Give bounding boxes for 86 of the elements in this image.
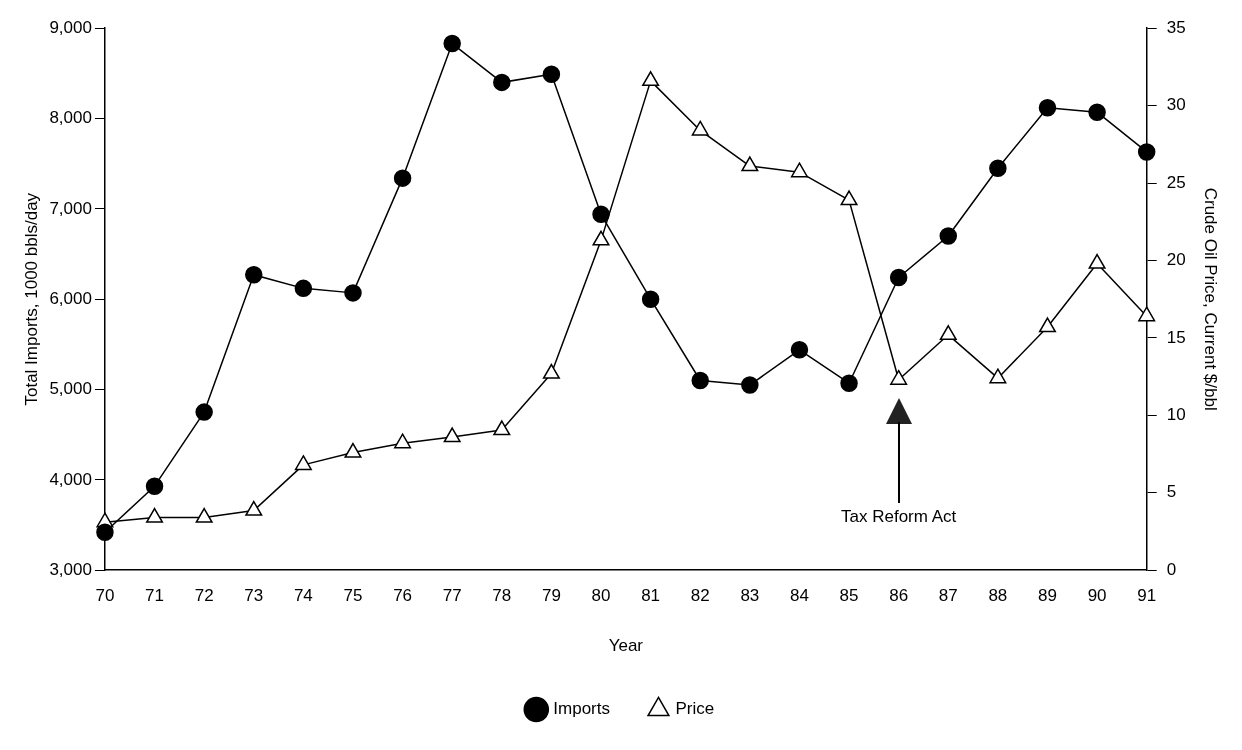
point [394, 433, 412, 449]
x-tick-label: 70 [95, 586, 115, 606]
point [691, 120, 709, 136]
x-tick-label: 84 [789, 586, 809, 606]
point [939, 325, 957, 341]
point [642, 71, 660, 87]
point [195, 507, 213, 523]
x-tick-label: 88 [988, 586, 1008, 606]
y2-tick-label: 35 [1166, 17, 1186, 37]
point [939, 227, 958, 245]
point [840, 190, 858, 206]
x-tick-label: 90 [1087, 586, 1107, 606]
point [1088, 253, 1106, 269]
x-tick-label: 78 [492, 586, 512, 606]
point [393, 169, 412, 187]
y-tick-label: 4,000 [49, 469, 92, 489]
x-tick-label: 71 [145, 586, 165, 606]
x-tick-label: 74 [293, 586, 313, 606]
point [344, 442, 362, 458]
y2-tick-label: 30 [1166, 95, 1186, 115]
y-axis-title: Total Imports, 1000 bbls/day [21, 192, 41, 406]
annotation: Tax Reform Act [841, 506, 957, 526]
point [1137, 143, 1156, 161]
point [989, 159, 1007, 177]
point [1138, 306, 1156, 322]
point [493, 73, 511, 92]
point [1088, 103, 1106, 121]
y-tick-label: 9,000 [49, 17, 92, 37]
x-tick-label: 77 [442, 586, 462, 606]
x-tick-label: 82 [690, 586, 710, 606]
y2-tick-label: 15 [1166, 327, 1186, 347]
point [542, 65, 561, 84]
y-tick-label: 7,000 [49, 198, 92, 218]
point [1038, 317, 1057, 333]
point [790, 341, 809, 359]
x-tick-label: 87 [938, 586, 958, 606]
x-tick-label: 73 [244, 586, 264, 606]
x-tick-label: 85 [839, 586, 859, 606]
x-tick-label: 91 [1137, 586, 1157, 606]
point [989, 368, 1007, 384]
point [245, 500, 263, 516]
point [741, 156, 759, 172]
point [96, 523, 114, 542]
point [294, 279, 313, 298]
y-tick-label: 5,000 [49, 379, 92, 399]
point [790, 162, 808, 178]
y2-tick-label: 20 [1166, 250, 1186, 270]
y2-tick-label: 5 [1166, 482, 1177, 502]
point [889, 268, 908, 287]
x-tick-label: 79 [541, 586, 561, 606]
y2-axis-title: Crude Oil Price, Current $/bbl [1201, 187, 1221, 411]
point [890, 369, 908, 385]
point [145, 477, 164, 495]
point [592, 230, 610, 246]
point [344, 284, 362, 302]
y-tick-label: 3,000 [49, 559, 92, 579]
legend-label: Price [675, 699, 715, 719]
legend-label: Imports [553, 699, 610, 719]
y-tick-label: 6,000 [49, 288, 92, 308]
point [840, 374, 858, 392]
x-tick-label: 72 [194, 586, 214, 606]
point [443, 427, 461, 443]
y2-tick-label: 25 [1166, 172, 1186, 192]
point [542, 363, 560, 379]
point [146, 507, 164, 523]
point [294, 455, 312, 471]
y-tick-label: 8,000 [49, 108, 92, 128]
point [691, 371, 709, 390]
point [1038, 98, 1057, 117]
y2-tick-label: 10 [1166, 405, 1186, 425]
x-tick-label: 83 [740, 586, 760, 606]
x-tick-label: 76 [393, 586, 413, 606]
point [741, 376, 759, 394]
point [493, 420, 511, 436]
x-tick-label: 89 [1038, 586, 1057, 606]
point [443, 34, 461, 53]
point [641, 290, 660, 308]
x-tick-label: 80 [591, 586, 611, 606]
x-tick-label: 86 [889, 586, 909, 606]
y2-tick-label: 0 [1166, 559, 1177, 579]
x-tick-label: 75 [343, 586, 363, 606]
x-axis-title: Year [608, 636, 644, 656]
point [592, 205, 610, 224]
x-tick-label: 81 [641, 586, 661, 606]
point [195, 403, 213, 421]
point [245, 266, 263, 284]
